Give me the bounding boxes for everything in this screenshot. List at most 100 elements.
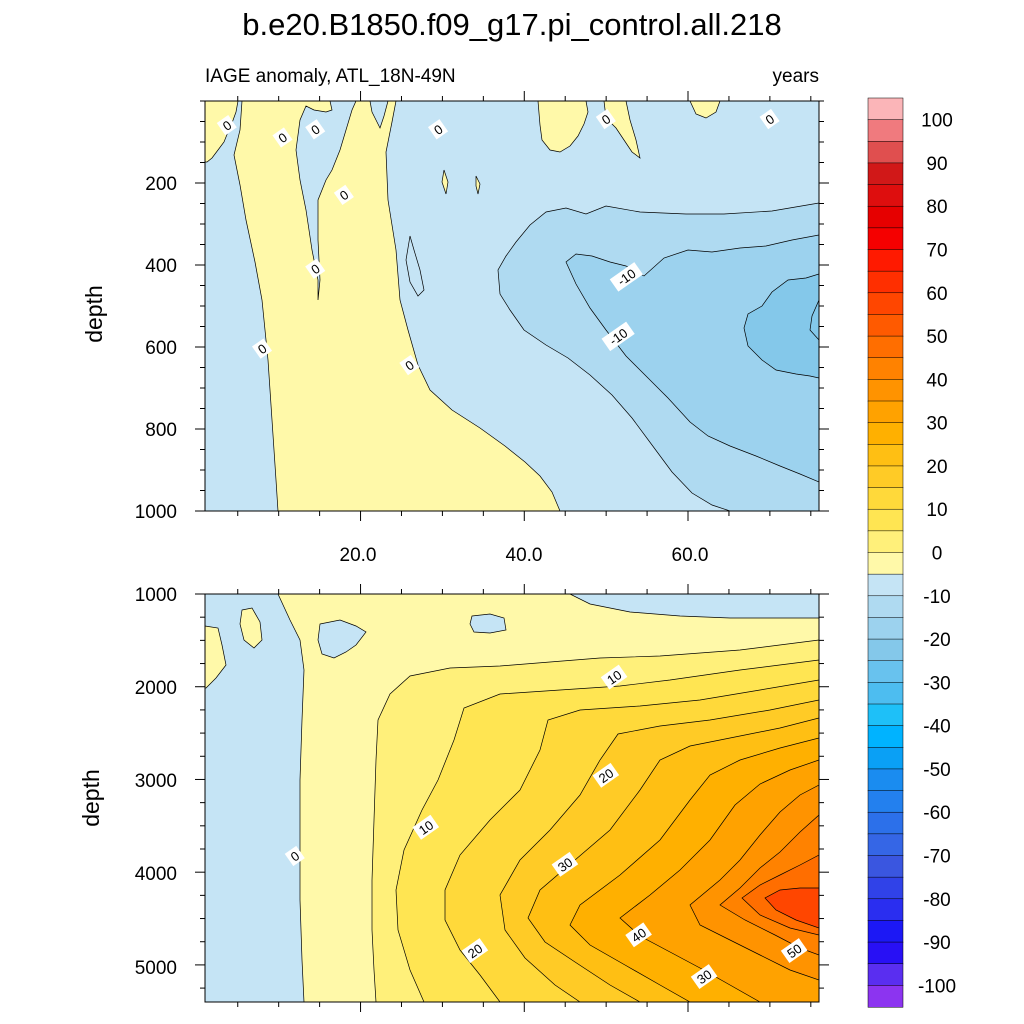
colorbar-label: 100 [921,111,953,132]
colorbar-label: -60 [923,803,950,824]
colorbar-swatch [867,747,904,770]
contour-label: 0 [595,108,616,130]
contour-label-bg [284,845,305,867]
colorbar-label: -100 [918,976,956,997]
bottom-y-tick-label: 2000 [135,678,177,699]
colorbar-swatch [867,141,904,164]
colorbar-label: 30 [926,414,947,435]
colorbar-swatch [867,941,904,965]
colorbar-swatch [867,963,904,986]
top-y-tick-label: 800 [145,420,177,441]
top-x-tick-label: 40.0 [506,545,543,566]
colorbar-swatch [867,422,904,445]
colorbar-swatch [867,573,904,597]
bottom-y-tick-label: 5000 [135,958,177,979]
colorbar-label: -80 [923,890,950,911]
contour-label: 0 [305,119,326,140]
contour-label-bg [305,119,326,140]
colorbar-swatch [867,876,904,900]
colorbar-label: -90 [923,933,950,954]
colorbar-swatch [867,465,904,489]
colorbar-label: 70 [926,241,947,262]
contour-label-bg [551,851,579,877]
colorbar-label: 60 [926,284,947,305]
contour-label-bg [625,922,652,948]
colorbar-swatch [867,162,904,186]
colorbar-swatch [867,920,904,943]
bottom-contour-fills [205,594,819,1002]
top-y-tick-label: 600 [145,338,177,359]
colorbar-swatch [867,119,904,142]
contour-label-text: 50 [784,941,804,962]
colorbar-swatch [867,617,904,640]
contour-label: 40 [625,922,652,948]
colorbar-label: -40 [923,717,950,738]
colorbar-swatch [867,833,904,857]
contour-label: 0 [333,184,354,206]
colorbar [867,97,904,1008]
contour-label: 10 [412,814,440,840]
colorbar-swatch [867,379,904,402]
contour-label-bg [461,938,489,964]
colorbar-swatch [867,985,904,1008]
top-axis-ticks [195,91,829,521]
colorbar-swatch [867,703,904,727]
colorbar-label: -50 [923,760,950,781]
top-x-tick-label: 60.0 [672,545,709,566]
contour-label: 10 [600,664,628,690]
bottom-y-tick-labels: 1000 2000 3000 4000 5000 [135,585,177,979]
contour-label-bg [690,964,718,990]
colorbar-swatch [867,898,904,921]
colorbar-label: -30 [923,673,950,694]
colorbar-swatch [867,530,904,554]
bottom-y-axis-label: depth [78,769,104,827]
contour-label-bg [592,762,620,788]
colorbar-label: -20 [923,630,950,651]
contour-label-bg [600,664,628,690]
contour-label: 0 [251,338,273,359]
colorbar-swatch [867,811,904,835]
subtitle-left: IAGE anomaly, ATL_18N-49N [205,66,456,87]
contour-label: 0 [305,258,326,279]
contour-label-bg [333,184,354,206]
colorbar-swatch [867,638,904,662]
bottom-plot-frame [204,593,820,1003]
bottom-y-tick-label: 3000 [135,771,177,792]
colorbar-label: 80 [926,197,947,218]
bottom-axis-ticks [195,584,829,1012]
colorbar-swatch [867,314,904,337]
contour-label: 0 [216,115,237,136]
colorbar-swatch [867,444,904,467]
top-x-tick-label: 20.0 [340,545,377,566]
colorbar-label: -70 [923,847,950,868]
colorbar-swatch [867,552,904,575]
colorbar-labels: 1009080706050403020100-10-20-30-40-50-60… [918,111,956,998]
contour-label: 30 [551,851,579,877]
colorbar-swatch [867,682,904,705]
colorbar-swatch [867,487,904,510]
contour-label-bg [251,338,273,359]
contour-label-text: 40 [629,925,649,946]
contour-label: 30 [690,964,718,990]
colorbar-label: 40 [926,370,947,391]
contour-label: 20 [461,938,489,964]
colorbar-swatch [867,595,904,618]
contour-label-bg [305,258,326,279]
top-y-tick-label: 1000 [135,502,177,523]
bottom-y-tick-label: 4000 [135,864,177,885]
subtitle-right: years [773,66,819,87]
colorbar-label: 20 [926,457,947,478]
contour-label-bg [595,108,616,130]
colorbar-label: 0 [932,544,943,565]
contour-label-bg [427,119,449,140]
colorbar-swatch [867,790,904,813]
chart-title: b.e20.B1850.f09_g17.pi_control.all.218 [242,7,782,42]
colorbar-swatch [867,357,904,380]
contour-label-text: 30 [694,967,714,988]
contour-label-bg [399,354,420,376]
colorbar-swatch [867,97,904,121]
top-y-tick-labels: 200 400 600 800 1000 [135,174,177,523]
colorbar-swatch [867,184,904,207]
contour-label: 0 [759,108,780,130]
